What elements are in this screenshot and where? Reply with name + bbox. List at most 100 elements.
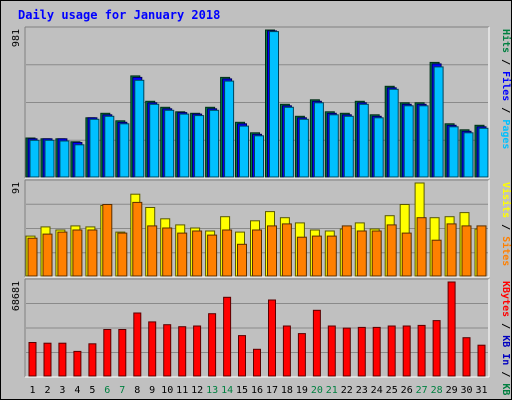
hits_panel-bar-pages-10 xyxy=(164,109,175,178)
kbytes_panel-bar-kbytes-26 xyxy=(402,325,411,377)
visits_panel-bar-sites-3 xyxy=(57,231,68,277)
kbytes_panel-bar-kbytes-22 xyxy=(342,327,351,377)
x-tick-label-31: 31 xyxy=(475,385,487,396)
visits_panel-bar-sites-18 xyxy=(281,223,292,277)
x-tick-label-2: 2 xyxy=(44,385,50,396)
kbytes_panel-bar-kbytes-18 xyxy=(282,325,291,377)
hits_panel-bar-pages-16 xyxy=(254,135,264,178)
hits_panel-max-label: 981 xyxy=(11,29,22,47)
kbytes_panel-bar-kbytes-10 xyxy=(163,324,172,377)
visits_panel-bar-sites-6 xyxy=(102,204,113,277)
kbytes_panel-bar-kbytes-2 xyxy=(43,342,52,377)
hits_panel-bar-pages-19 xyxy=(298,118,309,178)
kbytes_panel-bar-kbytes-29 xyxy=(447,281,456,377)
kbytes_panel-bar-kbytes-4 xyxy=(73,350,82,377)
hits_panel-bar-pages-29 xyxy=(448,126,459,178)
visits_panel-bar-sites-4 xyxy=(72,229,83,277)
visits_panel-bar-sites-21 xyxy=(326,235,337,277)
visits_panel-bar-sites-13 xyxy=(207,234,218,277)
kbytes_panel-legend-item-1: / xyxy=(500,317,511,335)
x-tick-label-18: 18 xyxy=(281,385,293,396)
kbytes_panel-legend-item-0: KBytes xyxy=(500,281,511,317)
visits_panel-bar-sites-19 xyxy=(296,236,307,277)
hits_panel-bar-pages-20 xyxy=(313,102,324,178)
visits_panel-bar-sites-15 xyxy=(237,243,247,277)
kbytes_panel-bar-kbytes-13 xyxy=(208,313,217,377)
hits_panel-legend: Hits / Files / Pages xyxy=(500,29,512,149)
hits_panel-bar-pages-27 xyxy=(418,105,429,178)
visits_panel-bar-sites-24 xyxy=(371,230,382,277)
kbytes_panel-bar-kbytes-28 xyxy=(432,320,441,377)
x-tick-label-20: 20 xyxy=(311,385,323,396)
visits_panel-series-sites xyxy=(27,201,487,277)
kbytes_panel-bar-kbytes-15 xyxy=(238,335,246,377)
kbytes_panel-bar-kbytes-19 xyxy=(297,333,306,377)
hits_panel-bar-pages-6 xyxy=(104,115,115,178)
visits_panel-bar-sites-27 xyxy=(416,217,427,277)
x-tick-label-16: 16 xyxy=(251,385,263,396)
kbytes_panel-bar-kbytes-20 xyxy=(312,309,321,377)
hits_panel-bar-pages-11 xyxy=(179,113,190,178)
kbytes_panel-legend-item-2: KB In xyxy=(500,335,511,365)
visits_panel-bar-sites-20 xyxy=(311,235,322,277)
kbytes_panel-bar-kbytes-27 xyxy=(417,324,426,377)
visits_panel-legend-item-2: Sites xyxy=(500,236,512,266)
hits_panel: 981 Hits / Files / Pages xyxy=(11,26,512,179)
hits_panel-bar-pages-4 xyxy=(74,144,85,178)
visits_panel-bar-sites-26 xyxy=(401,232,412,277)
visits_panel-bar-sites-23 xyxy=(356,230,367,277)
kbytes_panel-legend-item-3: / xyxy=(500,365,511,383)
visits_panel-bar-sites-16 xyxy=(252,229,262,277)
x-tick-label-10: 10 xyxy=(161,385,173,396)
hits_panel-bar-pages-21 xyxy=(328,114,339,178)
hits_panel-bar-pages-7 xyxy=(119,123,130,178)
hits_panel-bar-pages-12 xyxy=(194,115,205,178)
x-tick-label-3: 3 xyxy=(59,385,65,396)
hits_panel-legend-item-3: / xyxy=(500,101,511,119)
visits_panel-bar-sites-2 xyxy=(42,233,53,277)
hits_panel-legend-item-4: Pages xyxy=(500,119,511,149)
visits_panel-bar-sites-17 xyxy=(267,225,277,277)
visits_panel-bar-sites-10 xyxy=(162,227,173,277)
x-tick-label-6: 6 xyxy=(104,385,110,396)
kbytes_panel-bar-kbytes-11 xyxy=(178,326,187,377)
x-tick-label-8: 8 xyxy=(134,385,140,396)
kbytes_panel-bar-kbytes-17 xyxy=(268,299,276,377)
visits_panel-bar-sites-5 xyxy=(87,229,98,277)
x-tick-label-21: 21 xyxy=(326,385,338,396)
x-tick-label-24: 24 xyxy=(371,385,383,396)
hits_panel-bar-pages-8 xyxy=(134,79,145,178)
visits_panel-legend-item-1: / xyxy=(500,218,511,236)
hits_panel-bar-pages-14 xyxy=(224,80,235,178)
visits_panel-bar-sites-28 xyxy=(431,239,442,277)
visits_panel-bar-sites-11 xyxy=(177,232,188,277)
visits_panel-bar-sites-12 xyxy=(192,230,203,277)
hits_panel-bar-pages-28 xyxy=(433,66,444,178)
x-tick-label-7: 7 xyxy=(119,385,125,396)
kbytes_panel-bar-kbytes-9 xyxy=(148,321,157,377)
visits_panel-max-label: 91 xyxy=(11,182,22,194)
kbytes_panel-bar-kbytes-25 xyxy=(387,325,396,377)
kbytes_panel-bar-kbytes-24 xyxy=(372,326,381,377)
x-tick-label-17: 17 xyxy=(266,385,278,396)
hits_panel-bar-pages-25 xyxy=(388,88,399,178)
kbytes_panel-bar-kbytes-31 xyxy=(477,344,486,377)
x-tick-label-29: 29 xyxy=(446,385,458,396)
hits_panel-bar-pages-13 xyxy=(209,109,220,178)
kbytes_panel-bar-kbytes-3 xyxy=(58,342,67,377)
visits_panel-bar-sites-31 xyxy=(476,225,487,277)
x-tick-label-1: 1 xyxy=(29,385,35,396)
x-tick-label-27: 27 xyxy=(416,385,428,396)
kbytes_panel-legend: KBytes / KB In / KB Out xyxy=(500,281,511,400)
x-tick-label-19: 19 xyxy=(296,385,308,396)
hits_panel-series-pages xyxy=(29,31,489,178)
x-axis-labels: 1 2 3 4 5 6 7 8 9 10 11 12 13 14 15 16 17 18 19 20 21 22 23 24 2… xyxy=(29,385,487,396)
kbytes_panel-series-kbytes xyxy=(28,281,486,377)
hits_panel-bar-pages-23 xyxy=(358,103,369,178)
kbytes_panel-legend-item-4: KB Out xyxy=(500,383,511,400)
kbytes_panel-bar-kbytes-12 xyxy=(193,325,202,377)
kbytes_panel-bar-kbytes-16 xyxy=(253,348,261,377)
hits_panel-bar-pages-24 xyxy=(373,117,384,178)
